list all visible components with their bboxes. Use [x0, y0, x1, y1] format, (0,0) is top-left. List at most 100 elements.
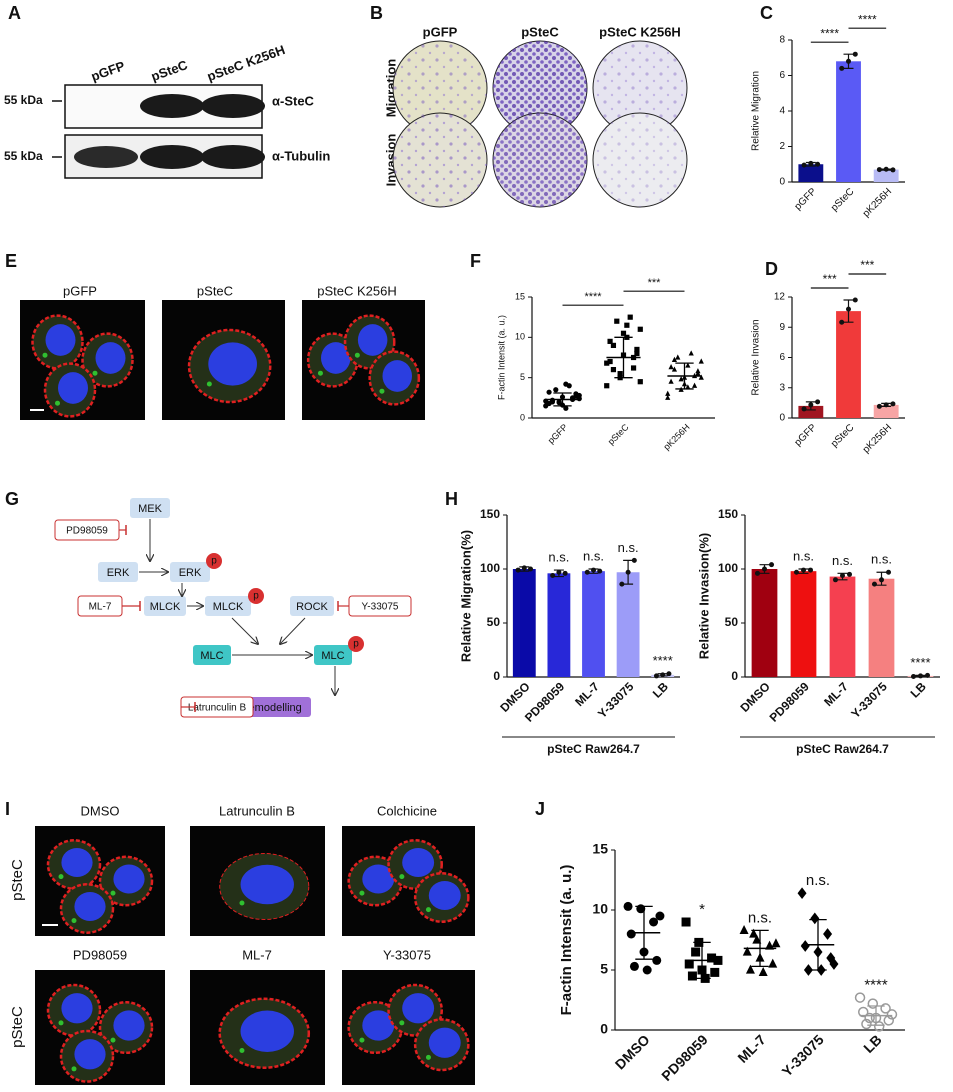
point: [684, 959, 694, 969]
y-tick-label: 0: [731, 669, 738, 683]
sig-label: ****: [864, 977, 888, 994]
nucleus: [61, 847, 93, 878]
pathway-node: [193, 645, 231, 665]
x-tick-label: LB: [908, 679, 929, 700]
bar: [836, 61, 861, 182]
sd-bar: [751, 929, 769, 968]
point: [847, 571, 853, 577]
point: [610, 342, 617, 348]
point: [890, 167, 896, 173]
point: [765, 940, 775, 950]
y-tick-label: 150: [718, 507, 738, 521]
sig-label: n.s.: [583, 548, 604, 563]
point: [546, 389, 552, 395]
y-tick-label: 0: [520, 412, 525, 422]
speckle: [379, 388, 385, 394]
pathway-node: [314, 645, 352, 665]
point: [617, 371, 623, 377]
nucleus: [61, 993, 93, 1024]
row-label: Migration: [383, 59, 398, 118]
nucleus: [113, 1010, 145, 1041]
bar: [547, 573, 571, 677]
pathway-node: [144, 596, 186, 616]
well-cells: [593, 41, 687, 135]
point: [762, 566, 767, 572]
nucleus: [45, 324, 76, 356]
arrow: [231, 617, 258, 644]
point: [823, 928, 833, 940]
well-cells: [493, 41, 587, 135]
speckle: [239, 1048, 245, 1053]
panel-letter: A: [8, 3, 21, 23]
bar: [512, 569, 536, 677]
phospho-label: p: [211, 556, 217, 567]
micrograph: [342, 970, 475, 1085]
point: [808, 402, 814, 408]
speckle: [110, 890, 116, 896]
x-tick-label: pSteC: [606, 422, 631, 447]
point: [550, 572, 556, 578]
point: [925, 672, 931, 678]
nucleus: [402, 847, 435, 878]
point: [576, 396, 582, 402]
point: [871, 581, 877, 587]
point: [695, 368, 701, 374]
y-tick-label: 10: [592, 901, 608, 917]
bar: [798, 164, 824, 182]
bar: [616, 572, 640, 677]
point: [801, 567, 806, 573]
point: [707, 953, 717, 963]
node-label: MLCK: [150, 601, 181, 613]
point: [642, 965, 652, 975]
point: [668, 364, 674, 370]
point: [665, 394, 671, 400]
y-tick-label: 9: [779, 322, 785, 333]
point: [634, 346, 640, 353]
point: [852, 51, 858, 57]
point: [769, 562, 775, 568]
point: [563, 381, 569, 387]
nucleus: [428, 1027, 461, 1058]
speckle: [55, 400, 60, 406]
pathway-node: [98, 562, 138, 582]
x-tick-label: DMSO: [738, 679, 773, 714]
point: [597, 568, 603, 574]
speckle: [359, 1037, 365, 1043]
y-tick-label: 100: [718, 561, 738, 575]
y-tick-label: 100: [480, 561, 500, 575]
well-images: [392, 40, 688, 208]
blot: pGFP pSteC pSteC K256H 55 kDa 55 kDa α-S…: [4, 42, 330, 179]
point: [691, 947, 701, 957]
sd-bar: [635, 905, 653, 960]
point: [800, 940, 810, 952]
y-tick-label: 15: [592, 841, 608, 857]
y-tick-label: 8: [779, 35, 785, 46]
speckle: [399, 1020, 405, 1026]
y-axis-label: Relative Invasion(%): [696, 533, 711, 659]
node-label: MLCK: [213, 601, 244, 613]
y-axis-label: Relative Invasion: [751, 319, 762, 395]
x-axis-label: pSteC Raw264.7: [547, 742, 640, 756]
band: [201, 94, 265, 118]
pathway-node: [290, 596, 334, 616]
point: [857, 1006, 869, 1018]
x-tick-label: pK256H: [662, 422, 692, 452]
sig-label: ***: [860, 258, 874, 272]
antibody: α-Tubulin: [272, 148, 330, 163]
point: [698, 358, 704, 364]
bar: [751, 569, 778, 677]
panel-letter: C: [760, 3, 773, 23]
nucleus: [320, 342, 351, 374]
point: [883, 166, 889, 172]
point: [801, 406, 807, 412]
sd-bar: [809, 918, 827, 971]
x-tick-label: pSteC: [829, 422, 856, 449]
x-tick-label: ML-7: [572, 679, 602, 709]
point: [739, 925, 749, 934]
point: [886, 569, 892, 575]
sig-label: n.s.: [806, 872, 830, 889]
point: [864, 1012, 875, 1024]
point: [591, 567, 596, 573]
